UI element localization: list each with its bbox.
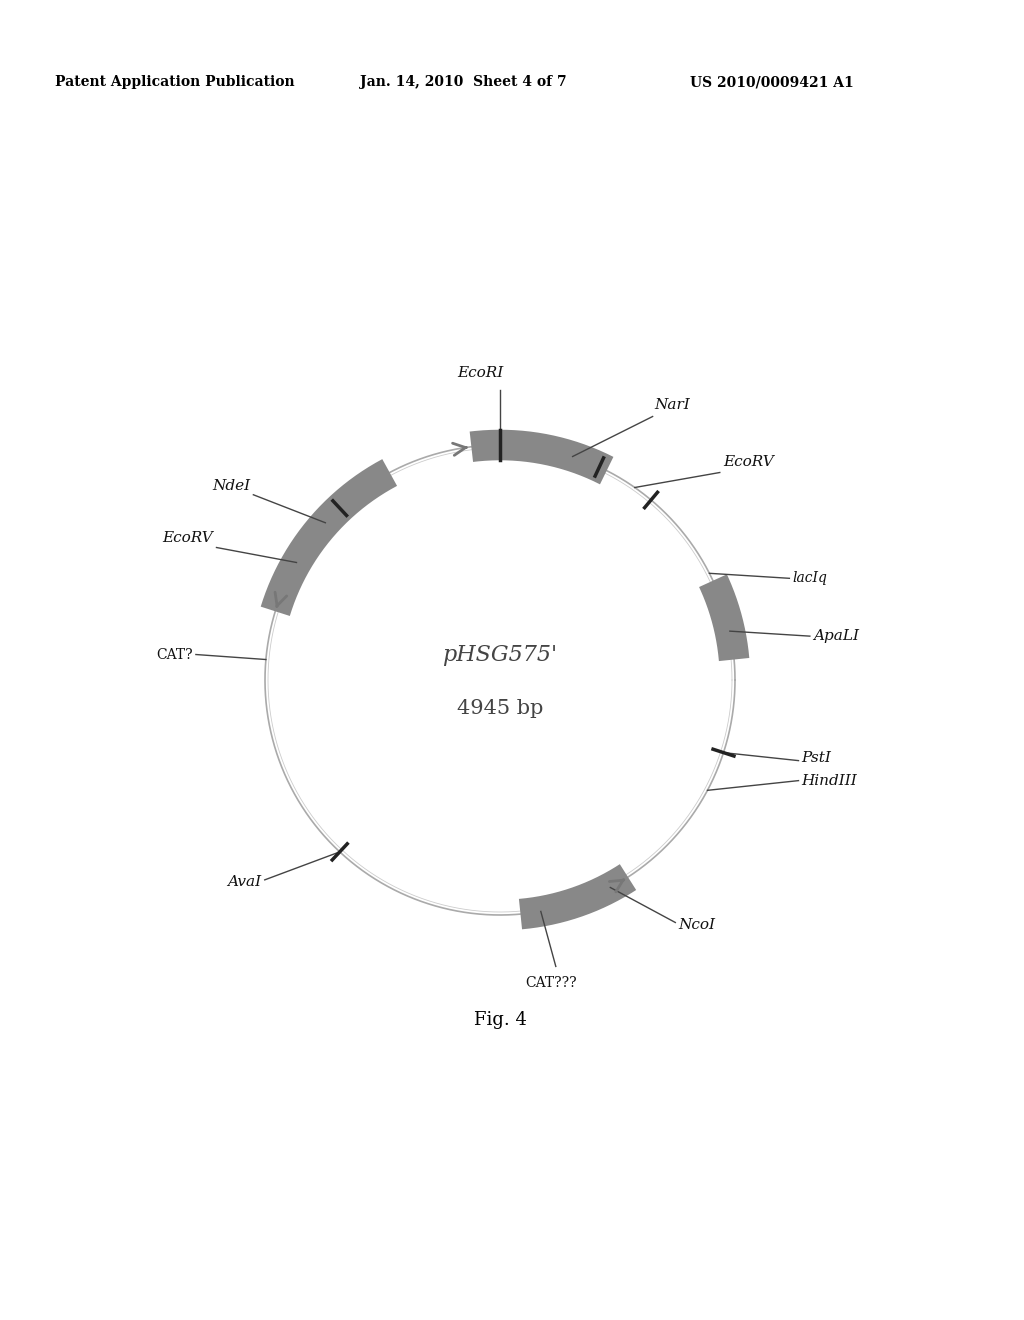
- Text: US 2010/0009421 A1: US 2010/0009421 A1: [690, 75, 854, 88]
- Text: NdeI: NdeI: [212, 479, 250, 492]
- Text: Patent Application Publication: Patent Application Publication: [55, 75, 295, 88]
- Text: pHSG575': pHSG575': [442, 644, 557, 667]
- Text: AvaI: AvaI: [227, 875, 262, 888]
- Text: EcoRV: EcoRV: [163, 531, 213, 544]
- Text: Jan. 14, 2010  Sheet 4 of 7: Jan. 14, 2010 Sheet 4 of 7: [360, 75, 566, 88]
- Text: NcoI: NcoI: [678, 919, 716, 932]
- Text: CAT?: CAT?: [157, 648, 193, 661]
- Text: NarI: NarI: [654, 397, 690, 412]
- Text: 4945 bp: 4945 bp: [457, 698, 543, 718]
- Text: PstI: PstI: [802, 751, 831, 764]
- Text: Fig. 4: Fig. 4: [473, 1011, 526, 1030]
- Text: lacIq: lacIq: [793, 572, 827, 585]
- Text: ApaLI: ApaLI: [813, 630, 859, 643]
- Text: EcoRV: EcoRV: [723, 455, 773, 470]
- Text: CAT???: CAT???: [525, 977, 577, 990]
- Text: HindIII: HindIII: [802, 774, 857, 788]
- Text: EcoRI: EcoRI: [457, 366, 503, 380]
